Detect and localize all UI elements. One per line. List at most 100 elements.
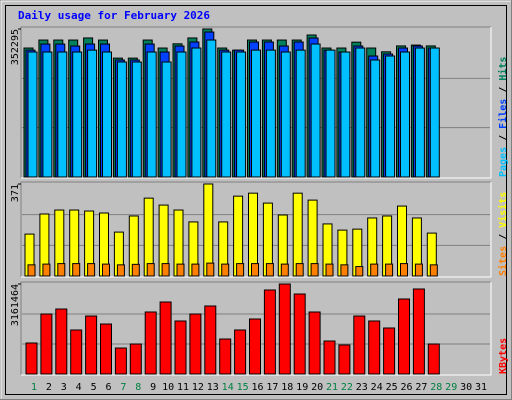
bar — [42, 51, 53, 178]
x-tick-label: 27 — [415, 382, 427, 393]
bar — [146, 51, 157, 178]
bar — [87, 263, 96, 277]
bar — [176, 51, 187, 178]
bar — [355, 266, 364, 277]
bar — [131, 61, 142, 178]
bar — [57, 263, 66, 277]
inner-frame — [5, 5, 507, 395]
bar — [412, 288, 425, 375]
bar — [265, 263, 274, 277]
bar — [265, 49, 276, 178]
bar — [249, 318, 261, 375]
bar — [159, 301, 172, 375]
bar — [368, 320, 381, 375]
bar — [203, 183, 214, 277]
plot-edge — [20, 181, 491, 277]
bar — [131, 263, 140, 277]
bar — [383, 327, 396, 375]
bar — [55, 308, 68, 375]
x-tick-label: 11 — [177, 382, 189, 393]
bar — [206, 262, 215, 277]
bar — [310, 43, 321, 178]
bar — [27, 264, 36, 277]
x-tick-label: 1 — [31, 382, 37, 393]
bar — [176, 263, 185, 277]
bar — [323, 340, 336, 375]
bar — [161, 61, 172, 178]
x-tick-label: 30 — [460, 382, 472, 393]
bar — [236, 263, 245, 277]
bar — [27, 51, 38, 178]
x-tick-label: 7 — [120, 382, 126, 393]
x-tick-label: 17 — [266, 382, 278, 393]
bar — [174, 320, 187, 375]
x-tick-label: 22 — [341, 382, 353, 393]
bar — [189, 313, 202, 375]
bar — [221, 263, 230, 277]
x-tick-label: 3 — [61, 382, 67, 393]
bar — [116, 61, 127, 178]
x-tick-label: 28 — [430, 382, 442, 393]
chart-title: Daily usage for February 2026 — [18, 9, 210, 22]
x-tick-label: 25 — [386, 382, 398, 393]
x-tick-label: 15 — [237, 382, 249, 393]
legend-entry: Visits — [497, 192, 509, 228]
x-tick-label: 6 — [105, 382, 111, 393]
bar — [116, 264, 125, 277]
plot-edge — [20, 26, 491, 178]
bar — [295, 263, 304, 277]
bar — [219, 338, 232, 375]
bar — [236, 51, 247, 178]
legend-entry: Sites — [497, 246, 509, 276]
bar — [204, 305, 217, 375]
bar — [427, 343, 440, 375]
x-tick-label: 9 — [150, 382, 156, 393]
bar — [385, 55, 396, 178]
bar — [85, 315, 98, 375]
bar — [353, 315, 366, 375]
x-tick-label: 21 — [326, 382, 338, 393]
legend-entry: Hits — [497, 57, 509, 81]
bar — [114, 347, 127, 375]
bar — [57, 51, 68, 178]
legend-entry: Pages — [498, 147, 509, 177]
plot-edge — [21, 182, 492, 278]
x-tick-label: 10 — [162, 382, 174, 393]
bar — [146, 263, 155, 277]
legend-separator: / — [498, 228, 509, 246]
bar — [370, 59, 381, 178]
bar — [414, 47, 425, 178]
x-tick-label: 23 — [356, 382, 368, 393]
x-tick-label: 14 — [222, 382, 234, 393]
bar — [308, 311, 321, 375]
bar — [234, 329, 247, 375]
bar — [278, 283, 291, 375]
bar — [370, 263, 379, 277]
bar — [206, 39, 217, 178]
bar — [263, 289, 276, 375]
bar — [191, 47, 202, 178]
bar — [414, 263, 423, 277]
bar — [338, 344, 351, 375]
y-tick-label: 3161464 — [10, 284, 21, 326]
x-tick-label: 5 — [91, 382, 97, 393]
legend: KBytes — [498, 338, 509, 374]
bar — [42, 263, 51, 277]
bar — [429, 264, 438, 277]
x-tick-label: 26 — [400, 382, 412, 393]
x-tick-label: 31 — [475, 382, 487, 393]
plot-edge — [20, 281, 491, 375]
bar — [280, 263, 289, 277]
bar — [161, 263, 170, 277]
bar — [251, 49, 261, 178]
bar — [100, 323, 112, 375]
bar — [429, 47, 440, 178]
bar — [310, 263, 319, 277]
y-tick-label: 371 — [10, 184, 21, 202]
bar — [102, 51, 112, 178]
x-tick-label: 12 — [192, 382, 204, 393]
x-tick-label: 29 — [445, 382, 457, 393]
bar — [129, 343, 142, 375]
